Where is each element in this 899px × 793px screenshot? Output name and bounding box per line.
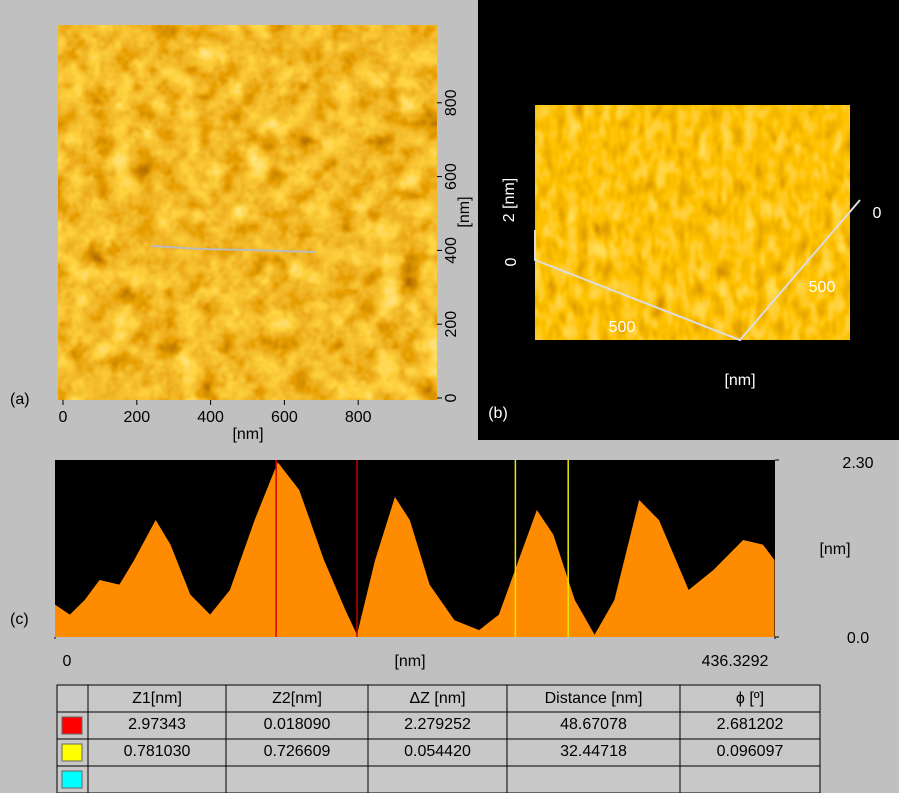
- y-tick-label: 200: [443, 311, 460, 338]
- scan-line: [151, 245, 317, 253]
- header-cell: Z1[nm]: [132, 690, 182, 707]
- table-cell: 2.97343: [128, 716, 186, 733]
- x-axis-label: [nm]: [394, 653, 425, 670]
- depth-zero: 0: [873, 205, 882, 222]
- depth-tick: 500: [809, 279, 836, 296]
- y-axis-label: [nm]: [456, 196, 473, 227]
- profile-area: [55, 462, 775, 637]
- table-cell: 32.44718: [560, 743, 627, 760]
- x-tick-label: 600: [271, 409, 298, 426]
- table-cell: 2.279252: [404, 716, 471, 733]
- x-axis-label: [nm]: [232, 426, 263, 443]
- table-cell: 0.726609: [264, 743, 331, 760]
- table-cell: 2.681202: [717, 716, 784, 733]
- surface-3d: [535, 105, 850, 340]
- header-cell: ϕ [º]: [736, 690, 764, 707]
- afm-image: [58, 25, 437, 400]
- x-tick-label: 400: [197, 409, 224, 426]
- x-tick-label: 0: [59, 409, 68, 426]
- panel-label: (b): [488, 405, 508, 422]
- x-tick-label: 0: [63, 653, 72, 670]
- header-cell: Distance [nm]: [545, 690, 643, 707]
- table-cell: 0.054420: [404, 743, 471, 760]
- table-cell: 0.096097: [717, 743, 784, 760]
- y-tick-label: 800: [443, 89, 460, 116]
- y-tick-label: 2.30: [842, 455, 873, 472]
- y-tick-label: 400: [443, 237, 460, 264]
- z-label: 2 [nm]: [501, 178, 518, 222]
- header-cell: ΔZ [nm]: [409, 690, 465, 707]
- header-cell: Z2[nm]: [272, 690, 322, 707]
- y-tick-label: 0.0: [847, 630, 869, 647]
- x-tick-label: 800: [345, 409, 372, 426]
- z-zero: 0: [503, 257, 520, 266]
- row-swatch: [61, 716, 83, 735]
- y-tick-label: 600: [443, 163, 460, 190]
- table-cell: 0.781030: [124, 743, 191, 760]
- panel-label: (c): [10, 611, 29, 628]
- axis-label: [nm]: [724, 372, 755, 389]
- x-tick-label: 200: [123, 409, 150, 426]
- table-cell: 48.67078: [560, 716, 627, 733]
- row-swatch: [61, 770, 83, 789]
- x-tick-label: 436.3292: [702, 653, 769, 670]
- panel-label: (a): [10, 391, 30, 408]
- y-tick-label: 0: [443, 393, 460, 402]
- width-tick: 500: [609, 319, 636, 336]
- table-cell: 0.018090: [264, 716, 331, 733]
- row-swatch: [61, 743, 83, 762]
- axes-3d: [534, 199, 861, 342]
- y-axis-label: [nm]: [819, 541, 850, 558]
